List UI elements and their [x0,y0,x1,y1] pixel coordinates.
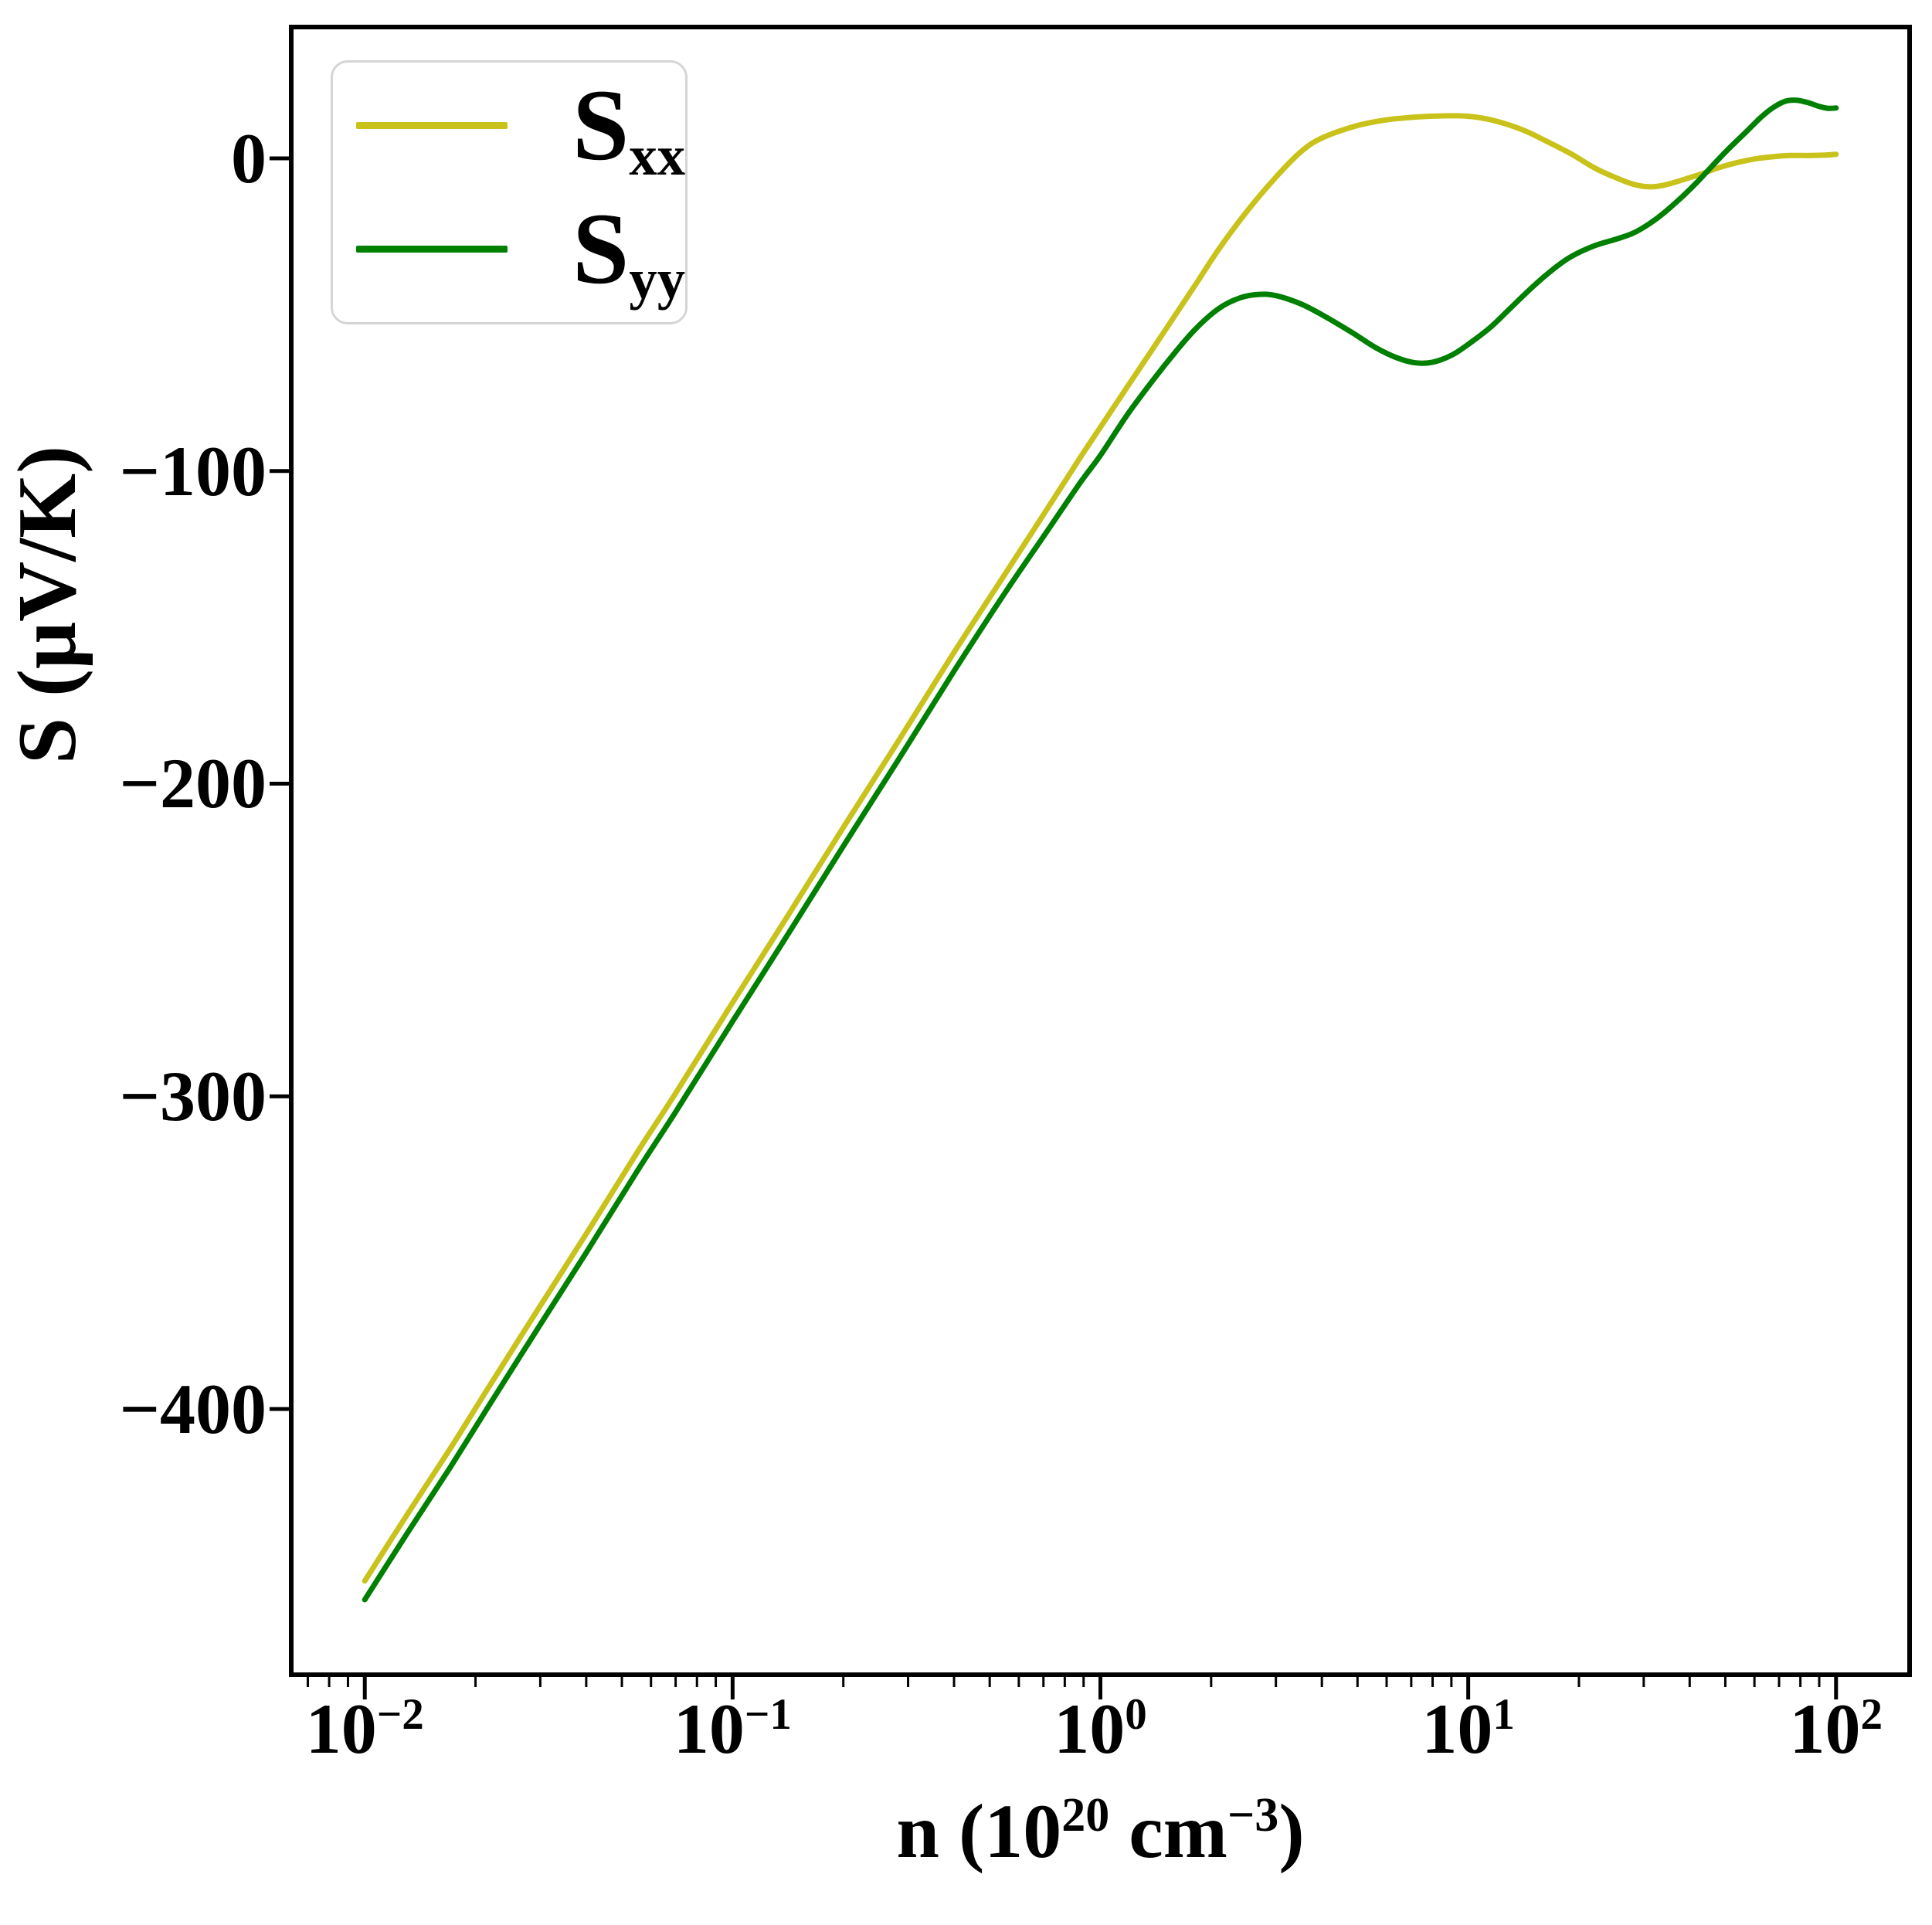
legend-entry-syy: Syy [333,191,685,307]
x-tick-label-1e2: 102 [1789,1689,1883,1768]
x-axis-label-mid: cm [1109,1788,1227,1874]
legend-sample-syy [356,245,508,253]
y-tick-label-m300: −300 [119,1057,267,1136]
x-tick-label-1e0: 100 [1054,1689,1147,1768]
axes-frame [289,25,1912,1677]
x-axis-label-exponent2: −3 [1227,1788,1279,1842]
y-tick-label-0: 0 [231,118,267,198]
y-tick-label-m400: −400 [119,1369,267,1448]
x-tick-label-1e1: 101 [1421,1689,1515,1768]
series-sxx-curve [362,113,1839,1584]
x-tick-label-1e-2: 10−2 [305,1689,424,1768]
legend-label-syy: Syy [572,192,685,311]
series-syy-curve [362,97,1839,1603]
legend: Sxx Syy [331,60,688,324]
y-tick-label-m200: −200 [119,744,267,823]
legend-sample-sxx [356,121,508,129]
x-axis-label-post: ) [1278,1788,1305,1874]
y-tick-label-m100: −100 [119,431,267,511]
axis-ticks [270,156,1839,1699]
x-axis-label-exponent: 20 [1061,1788,1110,1842]
x-tick-label-1e-1: 10−1 [673,1689,792,1768]
legend-label-sxx: Sxx [572,68,685,188]
legend-entry-sxx: Sxx [333,67,685,188]
x-axis-label-pre: n (10 [896,1788,1062,1874]
x-axis-label: n (1020 cm−3) [291,1789,1910,1874]
